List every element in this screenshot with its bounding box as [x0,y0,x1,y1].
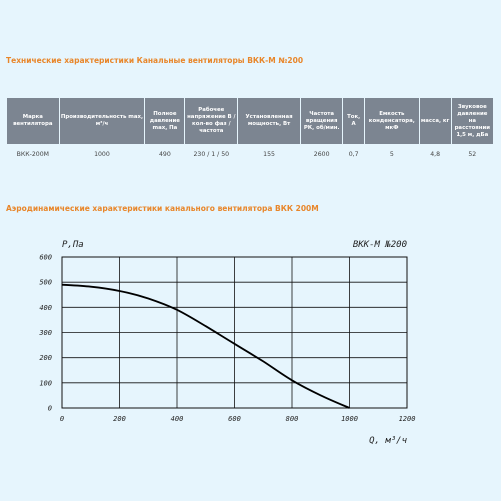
cell-rpm: 2600 [313,150,330,158]
y-tick-label: 0 [48,405,52,413]
x-tick-label: 1000 [341,415,358,423]
y-tick-label: 600 [39,254,52,262]
chart-title: ВКК-М №200 [353,240,407,250]
x-tick-label: 0 [60,415,64,423]
spec-section-title: Технические характеристики Канальные вен… [6,56,304,65]
cell-model: ВКК-200М [16,150,50,158]
header-pressure: Полное давление max, Па [145,98,185,144]
y-tick-label: 500 [39,279,52,287]
x-tick-label: 400 [171,415,184,423]
header-power: Установленная мощность, Вт [238,98,301,144]
cell-capacity: 1000 [94,150,110,158]
header-mass: масса, кг [419,98,451,144]
header-voltage: Рабочее напряжение В / кол-во фаз / част… [185,98,238,144]
chart-svg: 0 200 400 600 800 1000 1200 0 100 200 300 400 500 600… [38,240,416,446]
x-axis-label: Q, м³/ч [369,436,408,446]
cell-current: 0,7 [348,150,359,158]
header-model: Марка вентилятора [7,98,59,144]
y-tick-label: 400 [39,304,52,312]
header-noise: Звуковое давление на расстоянии 1,5 м, д… [451,98,493,144]
y-axis-label: P,Па [62,240,84,250]
spec-table: Марка вентилятора Производительность max… [6,98,494,162]
cell-voltage: 230 / 1 / 50 [193,150,230,158]
x-tick-label: 800 [286,415,299,423]
cell-noise: 52 [468,150,477,158]
chart-section-title: Аэродинамические характеристики канально… [6,204,319,213]
table-row: ВКК-200М 1000 490 230 / 1 / 50 155 2600 … [7,144,493,162]
cell-pressure: 490 [158,150,171,158]
x-tick-label: 200 [113,415,126,423]
cell-capacitor: 5 [389,150,394,158]
header-current: Ток, А [343,98,364,144]
x-tick-label: 600 [228,415,241,423]
y-tick-label: 300 [38,329,52,337]
spec-header-row: Марка вентилятора Производительность max… [7,98,493,144]
cell-power: 155 [263,150,275,158]
header-rpm: Частота вращения РК, об/мин. [301,98,343,144]
x-tick-label: 1200 [399,415,416,423]
cell-mass: 4,8 [430,150,441,158]
series-line [61,283,350,409]
y-tick-label: 100 [39,379,52,387]
header-capacity: Производительность max, м³/ч [59,98,145,144]
y-tick-label: 200 [39,354,52,362]
performance-chart: 0 200 400 600 800 1000 1200 0 100 200 300 400 500 600… [0,228,501,453]
header-capacitor: Емкость конденсатора, мкФ [364,98,419,144]
